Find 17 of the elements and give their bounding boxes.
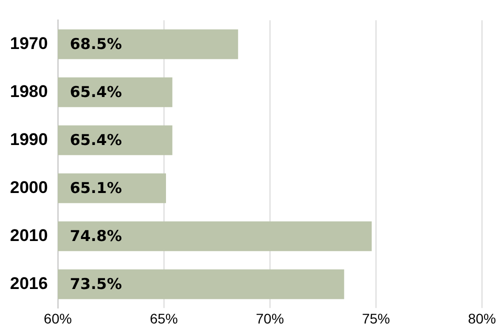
x-tick-label: 80%	[468, 310, 496, 326]
x-tick-label: 65%	[150, 310, 178, 326]
x-tick-label: 60%	[44, 310, 72, 326]
data-label: 74.8%	[70, 227, 122, 246]
data-label: 68.5%	[70, 35, 122, 54]
data-label: 65.1%	[70, 179, 122, 198]
data-label: 65.4%	[70, 83, 122, 102]
y-tick-label: 1980	[10, 82, 48, 101]
data-label: 73.5%	[70, 275, 122, 294]
y-tick-label: 2000	[10, 178, 48, 197]
y-tick-label: 2016	[10, 274, 48, 293]
y-tick-label: 2010	[10, 226, 48, 245]
x-tick-label: 70%	[256, 310, 284, 326]
y-tick-label: 1990	[10, 130, 48, 149]
data-label: 65.4%	[70, 131, 122, 150]
y-tick-label: 1970	[10, 34, 48, 53]
x-tick-label: 75%	[362, 310, 390, 326]
